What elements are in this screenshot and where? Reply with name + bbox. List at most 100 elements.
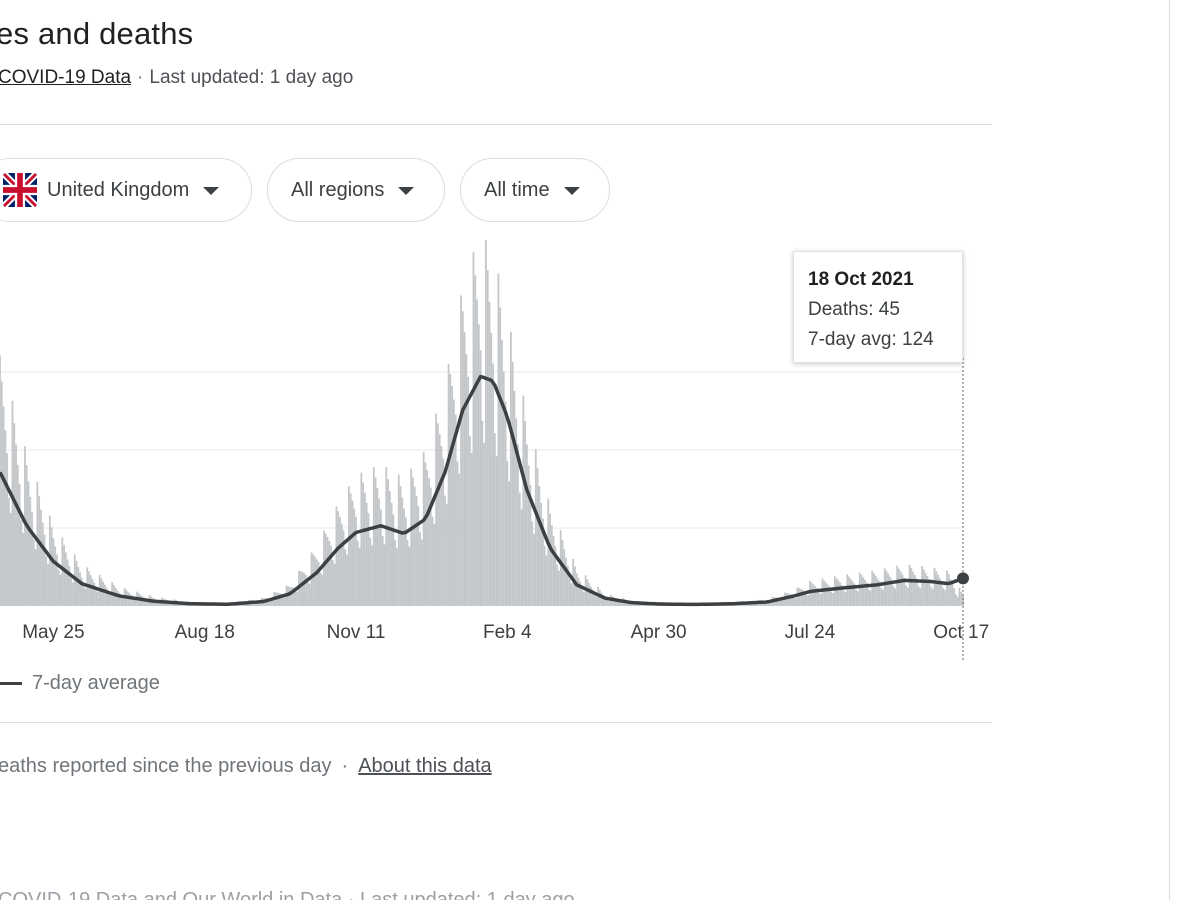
death-bar — [558, 570, 560, 606]
death-bar — [410, 468, 413, 606]
death-bar — [807, 595, 810, 606]
death-bar — [360, 472, 363, 606]
death-bar — [495, 456, 498, 606]
death-bar — [533, 533, 535, 606]
death-bar — [48, 515, 51, 606]
death-bar — [552, 535, 555, 606]
death-bar — [323, 530, 325, 606]
death-bar — [518, 492, 521, 606]
death-bar — [906, 587, 909, 606]
death-bar — [278, 593, 281, 606]
death-bar — [453, 399, 455, 606]
death-bar — [68, 565, 71, 606]
death-bar — [778, 598, 781, 606]
death-bar — [477, 324, 480, 606]
death-bar — [536, 468, 539, 606]
death-bar — [444, 495, 446, 606]
death-bar — [390, 502, 393, 606]
x-tick-label: Oct 17 — [933, 622, 989, 643]
death-bar — [568, 578, 571, 606]
country-dropdown[interactable]: United Kingdom — [0, 158, 252, 222]
death-bar — [515, 418, 518, 606]
death-bar — [590, 586, 592, 606]
death-bar — [449, 374, 452, 606]
death-bar — [499, 307, 502, 606]
death-bar — [823, 580, 826, 606]
death-bar — [885, 570, 888, 606]
death-bar — [919, 588, 922, 606]
death-bar — [631, 603, 633, 606]
about-data-link[interactable]: About this data — [358, 755, 492, 777]
x-tick-label: Aug 18 — [175, 622, 235, 643]
death-bar — [953, 588, 955, 606]
death-bar — [896, 565, 899, 606]
deaths-chart[interactable]: May 25 Aug 18 Nov 11 Feb 4 Apr 30 Jul 24 Oct 1… — [0, 240, 1000, 670]
death-bar — [63, 545, 65, 606]
death-bar — [561, 540, 564, 606]
death-bar — [486, 270, 489, 606]
x-tick-label: Apr 30 — [631, 622, 687, 643]
death-bar — [61, 537, 64, 606]
death-bar — [77, 566, 80, 606]
death-bar — [582, 591, 585, 606]
death-bar — [474, 275, 477, 606]
death-bar — [511, 362, 514, 606]
death-bar — [105, 587, 108, 606]
death-bar — [890, 579, 893, 606]
death-bar — [4, 430, 7, 606]
death-bar — [538, 486, 541, 606]
death-bar — [372, 467, 375, 606]
death-bar — [417, 506, 420, 606]
death-bar — [493, 433, 496, 606]
death-bar — [830, 591, 833, 606]
death-bar — [881, 589, 884, 606]
death-bar — [520, 509, 523, 606]
death-bar — [810, 582, 813, 606]
death-bar — [25, 465, 28, 606]
death-bar — [315, 559, 318, 606]
death-bar — [129, 593, 131, 606]
time-dropdown[interactable]: All time — [460, 158, 610, 222]
chevron-down-icon — [203, 187, 220, 195]
death-bar — [812, 584, 815, 606]
death-bar — [757, 603, 760, 606]
death-bar — [869, 590, 872, 606]
death-bar — [75, 560, 78, 606]
death-bar — [766, 601, 769, 606]
death-bar — [632, 603, 635, 606]
death-bar — [347, 486, 350, 606]
death-bar — [291, 587, 293, 606]
death-bar — [317, 561, 320, 606]
death-bar — [326, 536, 329, 606]
death-bar — [440, 445, 443, 606]
death-bar — [388, 491, 391, 606]
death-bar — [399, 486, 402, 606]
region-dropdown[interactable]: All regions — [267, 158, 445, 222]
death-bar — [769, 602, 772, 606]
death-bar — [554, 546, 557, 606]
death-bar — [600, 592, 603, 606]
death-bar — [956, 596, 959, 606]
death-bar — [780, 599, 783, 606]
death-bar — [319, 572, 322, 606]
legend-label: 7-day average — [32, 672, 160, 694]
death-bar — [41, 522, 44, 606]
death-bar — [378, 498, 381, 606]
death-bar — [330, 545, 332, 606]
death-bar — [508, 481, 510, 606]
death-bar — [534, 449, 537, 606]
death-bar — [465, 354, 468, 606]
death-bar — [917, 586, 920, 606]
death-bar — [454, 414, 457, 606]
death-bar — [337, 511, 340, 606]
death-bar — [588, 582, 591, 606]
next-result-text: COVID-19 Data and Our World in Data · La… — [0, 889, 575, 900]
source-link[interactable]: COVID-19 Data — [0, 67, 132, 88]
death-bar — [328, 540, 331, 606]
death-bar — [358, 547, 361, 606]
death-bar — [947, 573, 950, 606]
death-bar — [339, 517, 341, 606]
death-bar — [413, 486, 416, 606]
death-bar — [324, 533, 327, 606]
death-bar — [458, 473, 461, 606]
